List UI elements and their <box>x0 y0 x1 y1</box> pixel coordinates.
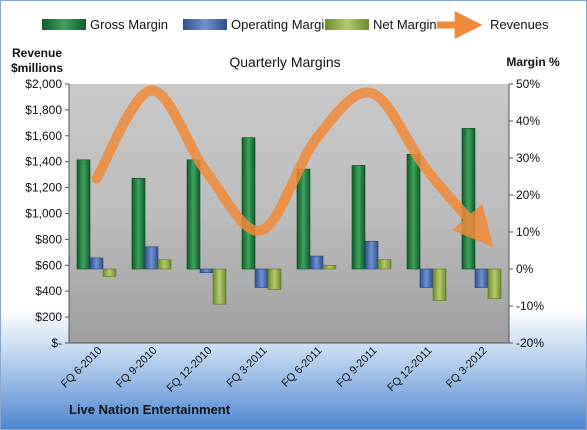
bar-gross-margin <box>241 137 256 270</box>
bar-operating-margin <box>199 268 214 273</box>
y-left-tick-label: $1,200 <box>25 181 62 195</box>
y-right-tick-label: 0% <box>516 262 534 276</box>
bar-net-margin <box>322 264 337 270</box>
bar-operating-margin <box>364 240 379 270</box>
revenue-line-layer <box>91 85 494 248</box>
bar-net-margin <box>487 268 502 299</box>
legend: Gross Margin Operating Margin Net Margin… <box>42 11 549 39</box>
bar-gross-margin <box>76 159 91 270</box>
bar-gross-margin <box>186 159 201 270</box>
bar-operating-margin <box>254 268 269 288</box>
y-right-tick-label: 20% <box>516 188 540 202</box>
bar-net-margin <box>157 259 172 270</box>
y-left-title-line1: Revenue <box>12 46 62 60</box>
bar-operating-margin <box>419 268 434 288</box>
bar-operating-margin <box>144 246 159 270</box>
bars-layer <box>76 128 502 305</box>
y-left-tick-label: $1,000 <box>25 207 62 221</box>
y-right-tick-label: 50% <box>516 77 540 91</box>
y-right-tick-label: -10% <box>516 299 544 313</box>
company-name: Live Nation Entertainment <box>69 402 231 417</box>
legend-label-revenues: Revenues <box>490 17 549 32</box>
y-right-tick-label: 30% <box>516 151 540 165</box>
bar-net-margin <box>212 268 227 305</box>
bar-net-margin <box>267 268 282 290</box>
bar-net-margin <box>432 268 447 301</box>
y-right-tick-label: 10% <box>516 225 540 239</box>
y-left-tick-label: $400 <box>35 284 62 298</box>
y-right-ticks: -20% -10% 0% 10% 20% 30% 40% 50% <box>509 77 544 350</box>
y-left-tick-label: $800 <box>35 232 62 246</box>
y-left-tick-label: $1,400 <box>25 155 62 169</box>
y-right-title: Margin % <box>506 55 560 69</box>
y-left-tick-label: $1,600 <box>25 129 62 143</box>
legend-swatch-operating-margin <box>183 19 227 30</box>
y-left-tick-label: $- <box>51 336 62 350</box>
bar-net-margin <box>377 259 392 270</box>
y-left-tick-label: $200 <box>35 310 62 324</box>
chart-title: Quarterly Margins <box>229 54 340 70</box>
legend-swatch-gross-margin <box>42 19 86 30</box>
legend-label-gross-margin: Gross Margin <box>90 17 168 32</box>
bar-gross-margin <box>461 128 476 270</box>
bar-gross-margin <box>131 178 146 270</box>
bar-net-margin <box>102 268 117 277</box>
y-right-tick-label: 40% <box>516 114 540 128</box>
legend-label-operating-margin: Operating Margin <box>231 17 331 32</box>
revenue-line <box>91 85 494 248</box>
bar-operating-margin <box>309 255 324 270</box>
y-right-tick-label: -20% <box>516 336 544 350</box>
y-left-tick-label: $1,800 <box>25 103 62 117</box>
y-left-tick-label: $600 <box>35 258 62 272</box>
y-left-ticks: $- $200 $400 $600 $800 $1,000 $1,200 $1,400 $1,6… <box>25 77 69 350</box>
y-left-tick-label: $2,000 <box>25 77 62 91</box>
bar-gross-margin <box>406 154 421 270</box>
y-left-title-line2: $millions <box>11 61 63 75</box>
bar-operating-margin <box>89 257 104 270</box>
bar-operating-margin <box>474 268 489 288</box>
legend-swatch-net-margin <box>325 19 369 30</box>
bar-gross-margin <box>351 165 366 270</box>
bar-gross-margin <box>296 168 311 270</box>
legend-label-net-margin: Net Margin <box>373 17 437 32</box>
